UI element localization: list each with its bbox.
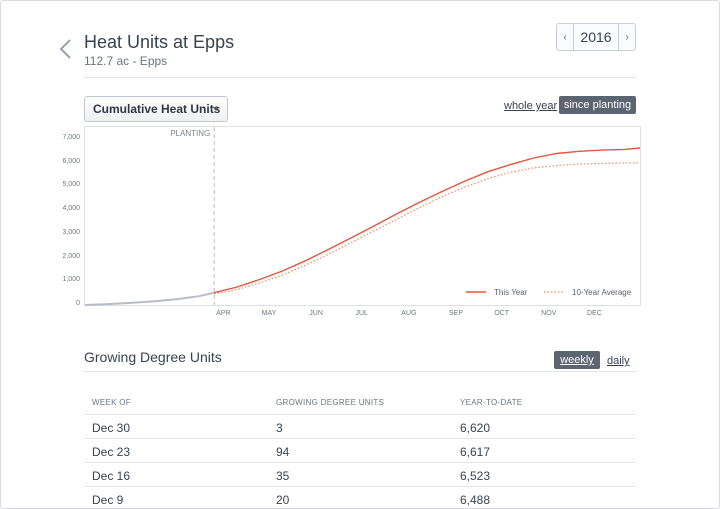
cell-ytd: 6,617 bbox=[460, 445, 491, 459]
year-value: 2016 bbox=[580, 29, 612, 45]
cell-units: 3 bbox=[276, 421, 283, 435]
whole-year-link[interactable]: whole year bbox=[504, 100, 558, 112]
prev-year-button[interactable]: ‹ bbox=[557, 24, 574, 50]
x-tick-label: NOV bbox=[541, 310, 557, 317]
page-subtitle: 112.7 ac - Epps bbox=[84, 54, 168, 68]
page-title: Heat Units at Epps bbox=[84, 32, 235, 52]
y-tick-label: 1,000 bbox=[62, 276, 80, 284]
cell-week: Dec 9 bbox=[92, 493, 124, 507]
y-tick-label: 3,000 bbox=[62, 228, 80, 236]
x-tick-label: MAY bbox=[261, 310, 277, 317]
x-tick-label: OCT bbox=[494, 310, 510, 317]
cell-week: Dec 16 bbox=[92, 469, 131, 483]
section-divider bbox=[84, 371, 636, 372]
cell-units: 35 bbox=[276, 469, 290, 483]
chart-area bbox=[84, 126, 641, 306]
weekly-button[interactable]: weekly bbox=[554, 351, 600, 369]
metric-select-label: Cumulative Heat Units bbox=[93, 102, 221, 116]
cell-ytd: 6,488 bbox=[460, 493, 491, 507]
table-row: Dec 9 20 6,488 bbox=[84, 486, 636, 509]
x-tick-label: JUN bbox=[309, 310, 323, 317]
y-tick-label: 2,000 bbox=[62, 252, 80, 260]
x-tick-label: SEP bbox=[448, 310, 463, 317]
y-tick-label: 4,000 bbox=[62, 205, 80, 213]
y-tick-label: 0 bbox=[76, 300, 80, 307]
header-divider bbox=[84, 77, 636, 78]
col-header-units: GROWING DEGREE UNITS bbox=[276, 398, 385, 407]
series-pre-planting bbox=[84, 291, 215, 306]
series-this-year bbox=[214, 147, 641, 294]
cell-units: 94 bbox=[276, 445, 290, 459]
cell-week: Dec 23 bbox=[92, 445, 131, 459]
x-tick-label: JUL bbox=[355, 310, 368, 317]
series-10-year-average bbox=[214, 162, 641, 295]
gdu-title: Growing Degree Units bbox=[84, 349, 222, 365]
col-header-ytd: YEAR-TO-DATE bbox=[460, 398, 523, 407]
y-tick-label: 6,000 bbox=[62, 157, 80, 165]
table-row: Dec 23 94 6,617 bbox=[84, 438, 636, 462]
daily-link[interactable]: daily bbox=[607, 355, 630, 367]
year-picker: ‹ 2016 › bbox=[556, 23, 636, 51]
x-tick-label: DEC bbox=[586, 310, 602, 317]
next-year-button[interactable]: › bbox=[618, 24, 635, 50]
legend-this-year-label: This Year bbox=[494, 288, 528, 297]
planting-label: PLANTING bbox=[170, 129, 210, 138]
metric-select[interactable]: Cumulative Heat Units bbox=[84, 96, 228, 122]
back-chevron-icon[interactable] bbox=[58, 38, 74, 60]
table-row: Dec 30 3 6,620 bbox=[84, 414, 636, 438]
cell-units: 20 bbox=[276, 493, 290, 507]
cell-ytd: 6,523 bbox=[460, 469, 491, 483]
col-header-week: WEEK OF bbox=[92, 398, 131, 407]
y-tick-label: 7,000 bbox=[62, 134, 80, 141]
y-tick-label: 5,000 bbox=[62, 181, 80, 189]
cell-ytd: 6,620 bbox=[460, 421, 491, 435]
table-row: Dec 16 35 6,523 bbox=[84, 462, 636, 486]
x-tick-label: APR bbox=[216, 310, 231, 317]
x-tick-label: AUG bbox=[401, 310, 417, 317]
caret-down-icon bbox=[213, 107, 219, 111]
since-planting-button[interactable]: since planting bbox=[559, 96, 636, 114]
legend-average-label: 10-Year Average bbox=[572, 288, 632, 297]
cell-week: Dec 30 bbox=[92, 421, 131, 435]
